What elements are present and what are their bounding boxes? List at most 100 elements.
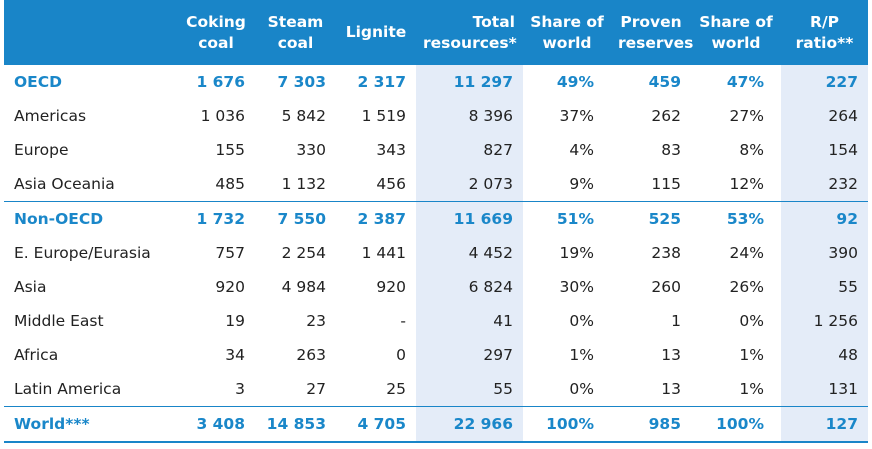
proven-reserves-value: 260 xyxy=(651,278,681,296)
coking-coal-value: 1 036 xyxy=(200,107,245,125)
lignite-value: 25 xyxy=(386,380,406,398)
rp-ratio-value: 127 xyxy=(781,406,868,443)
steam-coal-value: 2 254 xyxy=(281,244,326,262)
lignite-value: 456 xyxy=(376,175,406,193)
share-resources-value: 51% xyxy=(523,201,611,236)
rp-ratio-value: 1 256 xyxy=(781,304,868,338)
header-total-resources: Total resources* xyxy=(416,0,523,65)
share-reserves-value: 27% xyxy=(729,107,764,125)
lignite-value: - xyxy=(400,312,406,330)
region-label: Middle East xyxy=(14,312,104,330)
proven-reserves-value: 238 xyxy=(651,244,681,262)
proven-reserves-value: 985 xyxy=(611,406,691,443)
header-share-of-world-reserves: Share of world xyxy=(691,0,781,65)
table-row: Middle East 19 23 -41 0% 1 0% 1 256 xyxy=(4,304,868,338)
header-lignite: Lignite xyxy=(336,0,416,65)
share-reserves-value: 8% xyxy=(739,141,764,159)
share-resources-value: 0% xyxy=(569,312,594,330)
table-body: OECD 1 676 7 303 2 317 11 297 49% 459 47% 227 Ame… xyxy=(4,65,868,443)
total-resources-value: 827 xyxy=(416,133,523,167)
rp-ratio-value: 92 xyxy=(781,201,868,236)
share-reserves-value: 26% xyxy=(729,278,764,296)
coking-coal-value: 155 xyxy=(215,141,245,159)
proven-reserves-value: 13 xyxy=(661,346,681,364)
header-coking-coal: Coking coal xyxy=(177,0,255,65)
region-label: World*** xyxy=(4,406,177,443)
total-resources-value: 297 xyxy=(416,338,523,372)
lignite-value: 920 xyxy=(376,278,406,296)
proven-reserves-value: 83 xyxy=(661,141,681,159)
lignite-value: 1 519 xyxy=(361,107,406,125)
share-resources-value: 100% xyxy=(523,406,611,443)
coking-coal-value: 1 732 xyxy=(177,201,255,236)
total-resources-value: 8 396 xyxy=(416,99,523,133)
coal-resources-table-container: Coking coal Steam coal Lignite Total res… xyxy=(4,0,868,443)
table-row: Americas 1 036 5 842 1 519 8 396 37% 262 27% 264 xyxy=(4,99,868,133)
header-proven-reserves: Proven reserves xyxy=(611,0,693,65)
share-resources-value: 4% xyxy=(569,141,594,159)
steam-coal-value: 4 984 xyxy=(281,278,326,296)
coking-coal-value: 1 676 xyxy=(196,73,245,91)
rp-ratio-value: 232 xyxy=(781,167,868,202)
steam-coal-value: 263 xyxy=(296,346,326,364)
group-row: OECD 1 676 7 303 2 317 11 297 49% 459 47% 227 xyxy=(4,65,868,99)
share-resources-value: 1% xyxy=(569,346,594,364)
region-label: Latin America xyxy=(14,380,122,398)
table-row: Europe 155 330 343 827 4% 83 8% 154 xyxy=(4,133,868,167)
coal-resources-table: Coking coal Steam coal Lignite Total res… xyxy=(4,0,868,443)
share-resources-value: 0% xyxy=(569,380,594,398)
coking-coal-value: 757 xyxy=(215,244,245,262)
total-resources-value: 6 824 xyxy=(416,270,523,304)
rp-ratio-value: 264 xyxy=(781,99,868,133)
table-row: Asia Oceania 485 1 132 456 2 073 9% 115 12% 232 xyxy=(4,167,868,202)
total-resources-value: 11 669 xyxy=(416,201,523,236)
steam-coal-value: 27 xyxy=(306,380,326,398)
share-resources-value: 49% xyxy=(556,73,594,91)
proven-reserves-value: 13 xyxy=(661,380,681,398)
rp-ratio-value: 55 xyxy=(781,270,868,304)
total-row: World*** 3 408 14 853 4 705 22 966 100% 985 100… xyxy=(4,406,868,443)
coking-coal-value: 34 xyxy=(225,346,245,364)
steam-coal-value: 330 xyxy=(296,141,326,159)
lignite-value: 343 xyxy=(376,141,406,159)
region-label: Europe xyxy=(14,141,69,159)
region-label: Americas xyxy=(14,107,87,125)
share-resources-value: 9% xyxy=(569,175,594,193)
total-resources-value: 4 452 xyxy=(416,236,523,270)
proven-reserves-value: 459 xyxy=(648,73,681,91)
region-label: E. Europe/Eurasia xyxy=(14,244,151,262)
share-reserves-value: 1% xyxy=(739,380,764,398)
share-reserves-value: 47% xyxy=(726,73,764,91)
rp-ratio-value: 390 xyxy=(781,236,868,270)
lignite-value: 4 705 xyxy=(336,406,416,443)
lignite-value: 2 317 xyxy=(357,73,406,91)
coking-coal-value: 920 xyxy=(215,278,245,296)
share-resources-value: 37% xyxy=(559,107,594,125)
total-resources-value: 41 xyxy=(416,304,523,338)
header-steam-coal: Steam coal xyxy=(255,0,336,65)
proven-reserves-value: 525 xyxy=(611,201,691,236)
lignite-value: 1 441 xyxy=(361,244,406,262)
share-resources-value: 30% xyxy=(559,278,594,296)
lignite-value: 2 387 xyxy=(336,201,416,236)
proven-reserves-value: 115 xyxy=(651,175,681,193)
rp-ratio-value: 131 xyxy=(781,372,868,407)
header-share-of-world-resources: Share of world xyxy=(523,0,611,65)
table-header: Coking coal Steam coal Lignite Total res… xyxy=(4,0,868,65)
share-reserves-value: 0% xyxy=(739,312,764,330)
steam-coal-value: 5 842 xyxy=(281,107,326,125)
rp-ratio-value: 154 xyxy=(781,133,868,167)
proven-reserves-value: 1 xyxy=(671,312,681,330)
share-reserves-value: 100% xyxy=(691,406,781,443)
steam-coal-value: 14 853 xyxy=(255,406,336,443)
total-resources-value: 11 297 xyxy=(416,65,523,99)
region-label: Non-OECD xyxy=(4,201,177,236)
region-label: OECD xyxy=(14,73,63,91)
header-rp-ratio: R/P ratio** xyxy=(781,0,868,65)
total-resources-value: 55 xyxy=(416,372,523,407)
share-reserves-value: 12% xyxy=(729,175,764,193)
steam-coal-value: 23 xyxy=(306,312,326,330)
share-resources-value: 19% xyxy=(559,244,594,262)
table-row: Latin America 3 27 25 55 0% 13 1% 131 xyxy=(4,372,868,407)
lignite-value: 0 xyxy=(396,346,406,364)
